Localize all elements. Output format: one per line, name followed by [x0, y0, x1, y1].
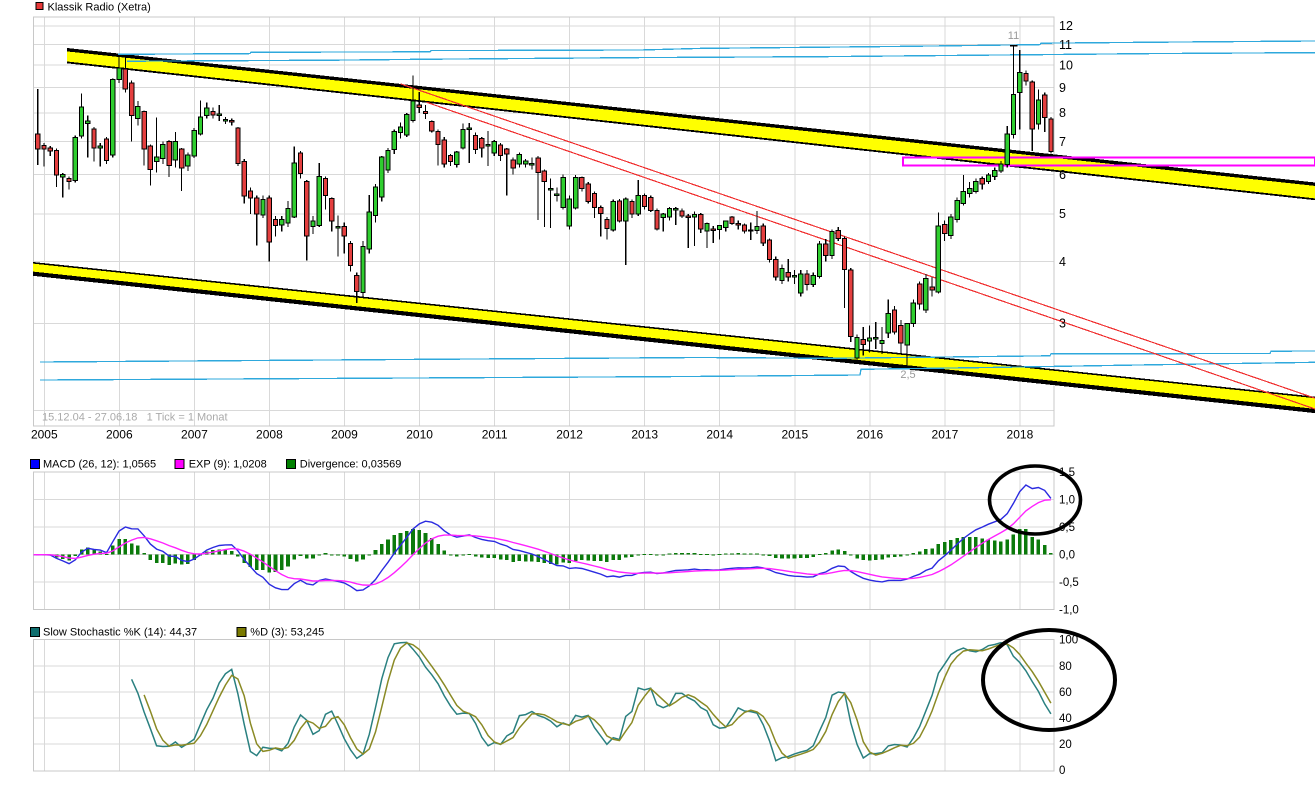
svg-text:%D (3): 53,245: %D (3): 53,245 [250, 627, 324, 639]
svg-text:3: 3 [1059, 317, 1066, 331]
svg-text:2018: 2018 [1007, 428, 1034, 442]
svg-text:0: 0 [1059, 765, 1065, 777]
svg-text:8: 8 [1059, 106, 1066, 120]
svg-text:11: 11 [1008, 30, 1019, 42]
svg-text:2,5: 2,5 [900, 369, 915, 381]
svg-text:2012: 2012 [556, 428, 583, 442]
svg-text:2006: 2006 [106, 428, 133, 442]
svg-text:11: 11 [1059, 38, 1072, 52]
svg-text:Divergence: 0,03569: Divergence: 0,03569 [300, 459, 402, 471]
svg-text:15.12.04 - 27.06.18 1 Tick =: 15.12.04 - 27.06.18 1 Tick = 1 Monat [42, 412, 228, 424]
svg-text:7: 7 [1059, 135, 1066, 149]
svg-text:2013: 2013 [631, 428, 658, 442]
svg-text:2010: 2010 [406, 428, 433, 442]
svg-text:5: 5 [1059, 207, 1066, 221]
svg-text:EXP (9): 1,0208: EXP (9): 1,0208 [189, 459, 267, 471]
svg-text:-0,5: -0,5 [1059, 577, 1079, 589]
svg-text:2011: 2011 [482, 428, 508, 442]
svg-text:2005: 2005 [31, 428, 58, 442]
svg-text:10: 10 [1059, 58, 1073, 72]
svg-text:2015: 2015 [781, 428, 808, 442]
svg-text:1,5: 1,5 [1059, 467, 1075, 479]
svg-text:2009: 2009 [331, 428, 358, 442]
svg-text:-1,0: -1,0 [1059, 605, 1079, 617]
svg-text:12: 12 [1059, 19, 1073, 33]
svg-text:2008: 2008 [256, 428, 283, 442]
svg-text:2007: 2007 [181, 428, 208, 442]
svg-text:6: 6 [1059, 168, 1066, 182]
svg-text:2014: 2014 [706, 428, 733, 442]
svg-text:2017: 2017 [932, 428, 959, 442]
svg-text:0,0: 0,0 [1059, 550, 1075, 562]
svg-text:Slow Stochastic %K (14): 44,37: Slow Stochastic %K (14): 44,37 [43, 627, 197, 639]
svg-text:4: 4 [1059, 255, 1066, 269]
svg-text:80: 80 [1059, 661, 1072, 673]
svg-text:9: 9 [1059, 81, 1066, 95]
svg-text:Klassik Radio (Xetra): Klassik Radio (Xetra) [48, 2, 151, 14]
svg-text:1,0: 1,0 [1059, 495, 1075, 507]
svg-text:40: 40 [1059, 713, 1072, 725]
svg-text:MACD (26, 12): 1,0565: MACD (26, 12): 1,0565 [43, 459, 156, 471]
svg-text:20: 20 [1059, 739, 1072, 751]
svg-text:2016: 2016 [856, 428, 883, 442]
svg-text:100: 100 [1059, 635, 1078, 647]
svg-text:60: 60 [1059, 687, 1072, 699]
